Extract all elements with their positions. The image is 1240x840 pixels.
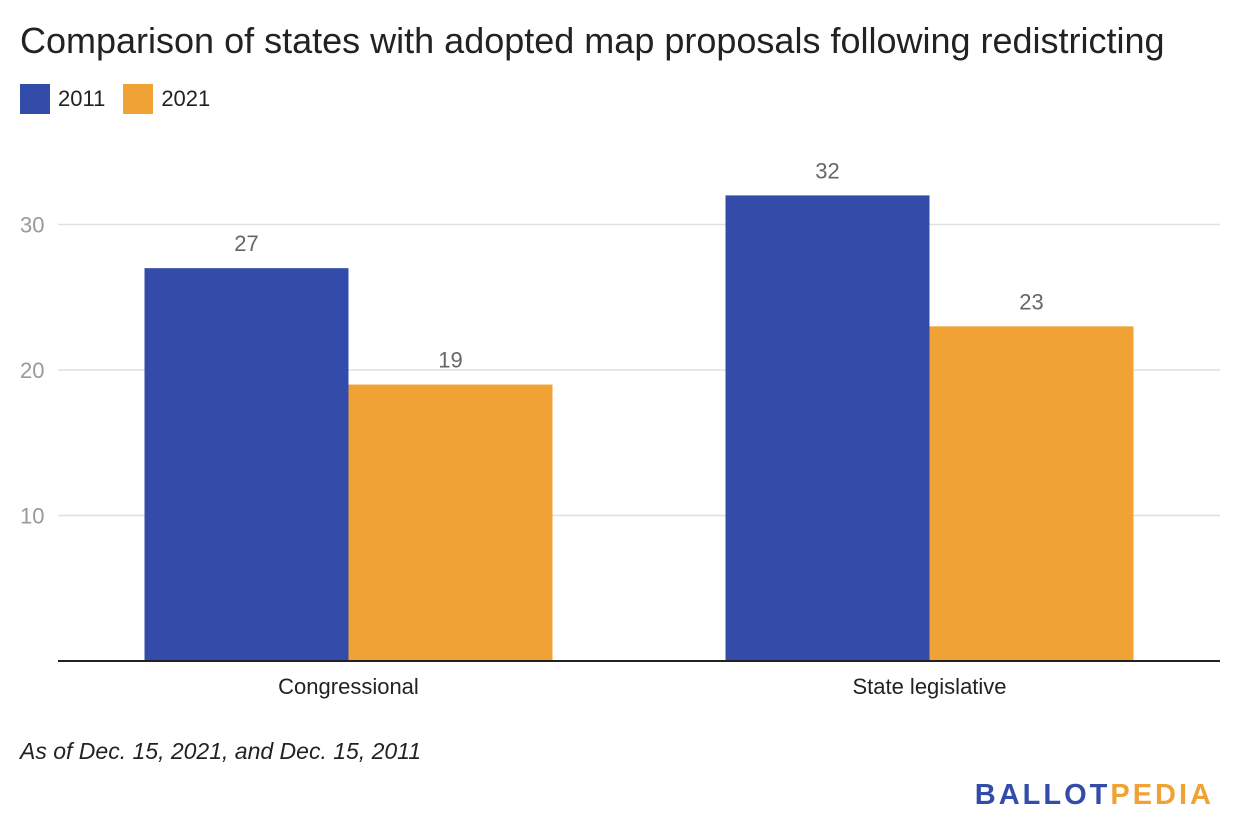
bar-congressional-2021 bbox=[348, 384, 553, 661]
chart-title: Comparison of states with adopted map pr… bbox=[20, 20, 1165, 61]
legend-item-2011: 2011 bbox=[20, 84, 105, 114]
legend-label-2021: 2021 bbox=[161, 86, 211, 111]
ballotpedia-logo: BALLOTPEDIA bbox=[975, 779, 1214, 812]
data-label-state-legislative-2011: 32 bbox=[815, 158, 839, 183]
logo-part-ballot: BALLOT bbox=[974, 779, 1111, 811]
bar-state-legislative-2021 bbox=[929, 326, 1134, 661]
y-tick-label-20: 20 bbox=[20, 358, 44, 383]
y-tick-label-10: 10 bbox=[20, 504, 44, 529]
footnote: As of Dec. 15, 2021, and Dec. 15, 2011 bbox=[20, 738, 422, 764]
legend-swatch-2021 bbox=[123, 84, 154, 114]
data-label-state-legislative-2021: 23 bbox=[1019, 289, 1043, 314]
legend-swatch-2011 bbox=[20, 84, 50, 114]
y-tick-label-30: 30 bbox=[20, 213, 44, 238]
logo-part-pedia: PEDIA bbox=[1110, 779, 1214, 811]
bar-state-legislative-2011 bbox=[725, 195, 930, 661]
data-label-congressional-2021: 19 bbox=[438, 348, 462, 373]
bar-congressional-2011 bbox=[144, 268, 349, 661]
x-tick-label-congressional: Congressional bbox=[278, 674, 419, 699]
legend: 2011 2021 bbox=[20, 84, 210, 114]
legend-label-2011: 2011 bbox=[58, 86, 106, 111]
data-label-congressional-2011: 27 bbox=[234, 231, 258, 256]
x-tick-label-state-legislative: State legislative bbox=[852, 674, 1006, 699]
legend-item-2021: 2021 bbox=[123, 84, 210, 114]
